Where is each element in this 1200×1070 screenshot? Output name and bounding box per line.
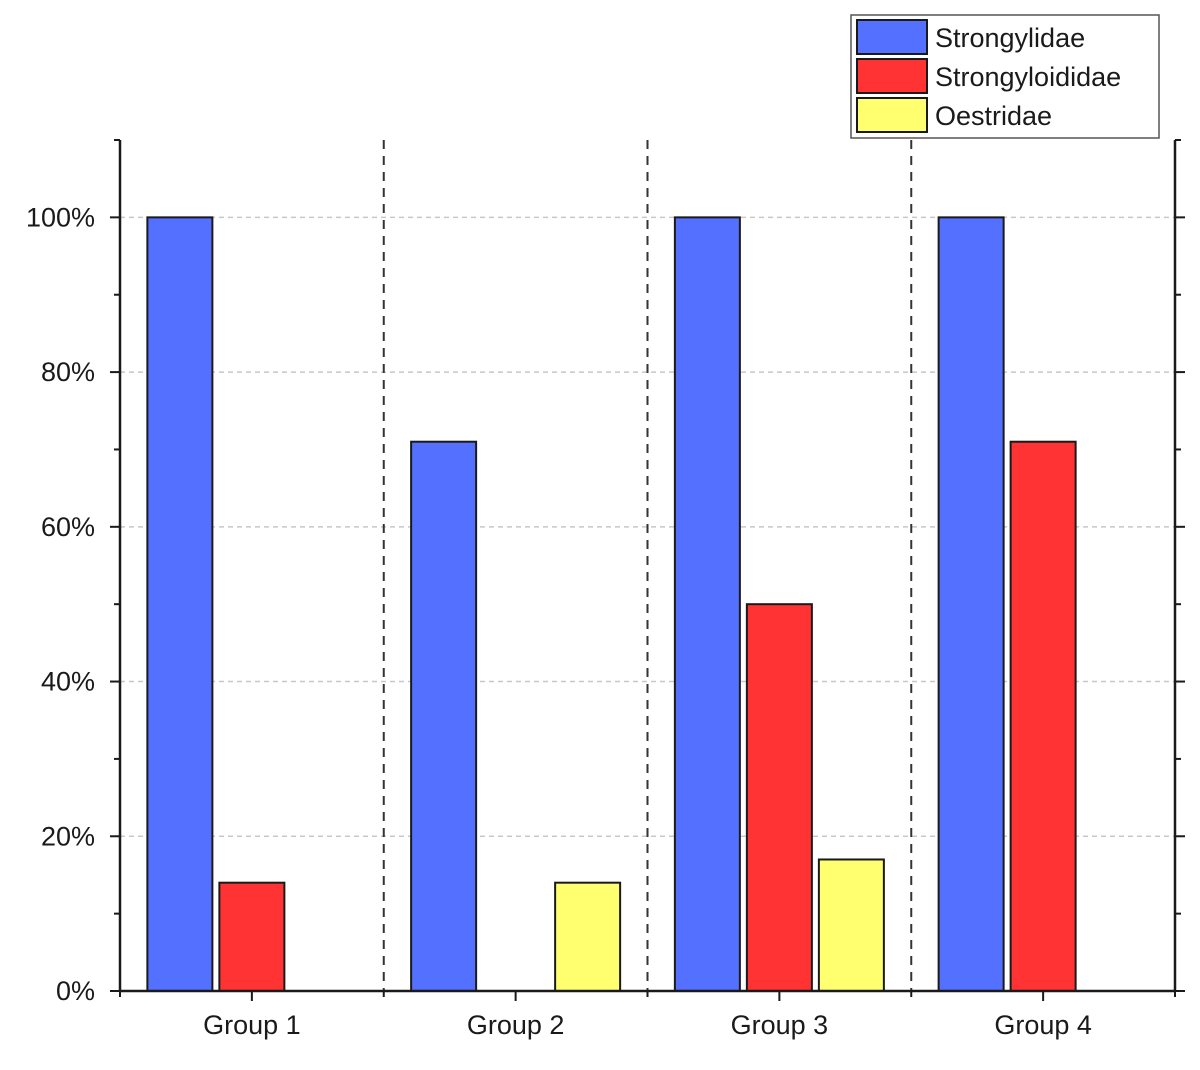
legend-label: Strongyloididae [935,62,1121,92]
y-tick-label: 40% [41,667,95,697]
group-separators [382,140,913,991]
legend-swatch [856,58,928,94]
y-tick-label: 100% [26,202,95,232]
bar [745,603,813,992]
legend-label: Strongylidae [935,23,1085,53]
y-tick-label: 60% [41,512,95,542]
legend: Strongylidae Strongyloididae Oestridae [850,14,1160,139]
x-tick-label: Group 2 [467,1010,565,1040]
bar [937,216,1005,992]
legend-swatch [856,19,928,55]
legend-label: Oestridae [935,101,1052,131]
bar [1009,440,1077,992]
axes: 0% 20% 40% 60% 80% 100% Group 1 Group 2 Group 3 G… [26,139,1185,1040]
bar [554,881,622,993]
bar [146,216,214,992]
y-tick-label: 0% [56,976,95,1006]
gridlines [120,216,1175,838]
bars [146,216,1077,993]
bar [218,881,286,993]
x-tick-label: Group 4 [994,1010,1092,1040]
legend-swatch [856,97,928,133]
x-tick-label: Group 3 [731,1010,829,1040]
bar [817,858,885,992]
bar [410,440,478,992]
y-tick-label: 20% [41,821,95,851]
x-tick-label: Group 1 [203,1010,301,1040]
y-tick-label: 80% [41,357,95,387]
bar [673,216,741,992]
